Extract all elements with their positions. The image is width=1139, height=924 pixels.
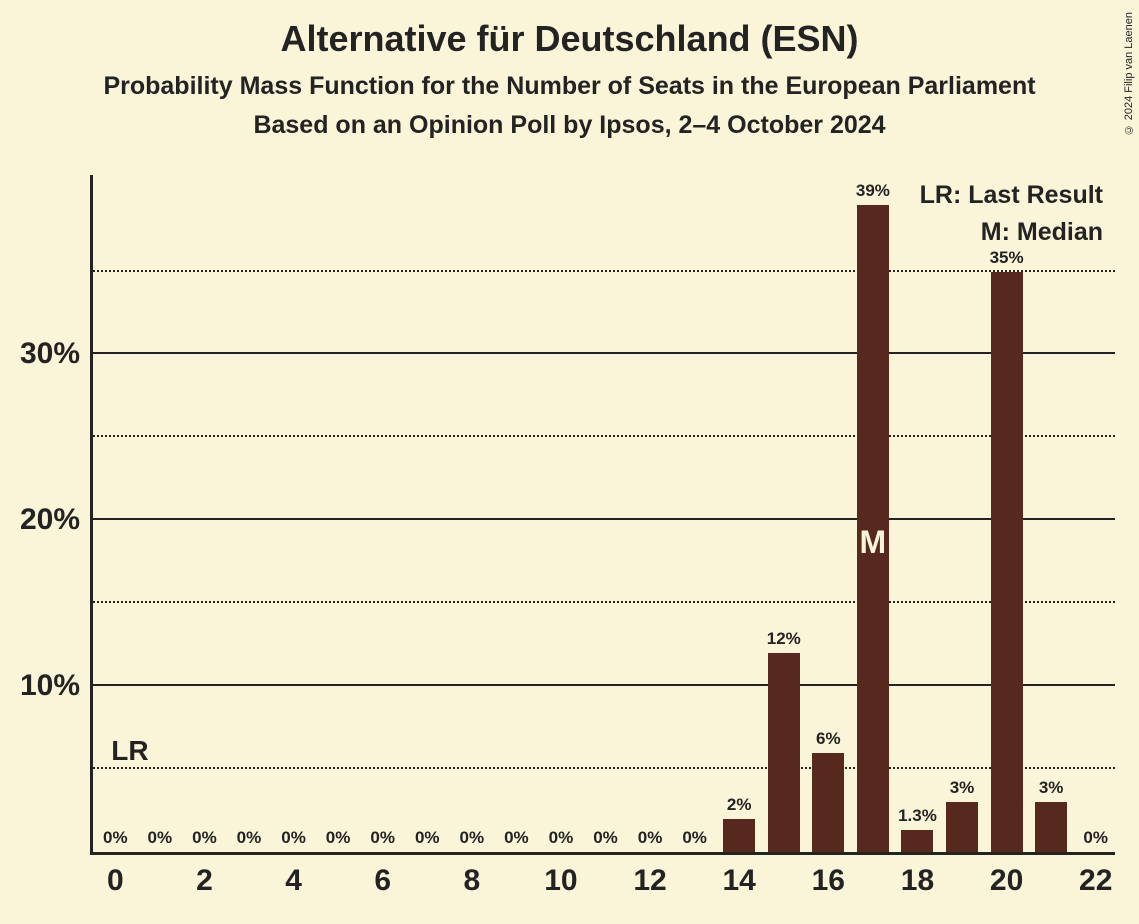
y-tick-label: 30%: [0, 337, 80, 371]
copyright-text: © 2024 Filip van Laenen: [1123, 12, 1135, 135]
bar-slot: 0%: [360, 175, 405, 852]
x-tick-label: 14: [695, 864, 783, 898]
median-marker: M: [851, 524, 896, 561]
bar-slot: 1.3%: [895, 175, 940, 852]
bar-value-label: 0%: [93, 828, 138, 848]
bar-slot: M 39%: [851, 175, 896, 852]
bar-value-label: 2%: [717, 795, 762, 815]
bar-value-label: 0%: [360, 828, 405, 848]
bar: [901, 830, 933, 852]
x-tick-label: 18: [873, 864, 961, 898]
x-tick-label: 22: [1052, 864, 1139, 898]
bar-slot: 0%: [672, 175, 717, 852]
x-tick-label: 12: [606, 864, 694, 898]
bar-slot: 0%: [494, 175, 539, 852]
x-tick-label: 0: [71, 864, 159, 898]
bar-value-label: 0%: [628, 828, 673, 848]
chart-subtitle-2: Based on an Opinion Poll by Ipsos, 2–4 O…: [0, 111, 1139, 140]
x-tick-label: 6: [339, 864, 427, 898]
bar-slot: 0%: [316, 175, 361, 852]
bar-slot: 35%: [984, 175, 1029, 852]
bar-value-label: 0%: [583, 828, 628, 848]
x-tick-label: 8: [428, 864, 516, 898]
bar-value-label: 0%: [672, 828, 717, 848]
bar-value-label: 0%: [405, 828, 450, 848]
plot-region: LR: Last Result M: Median 10%20%30%0%0%0…: [90, 175, 1115, 855]
bar-value-label: 0%: [450, 828, 495, 848]
bar-value-label: 0%: [138, 828, 183, 848]
bar-value-label: 0%: [539, 828, 584, 848]
bar-value-label: 0%: [227, 828, 272, 848]
bar: [812, 753, 844, 853]
bar: [1035, 802, 1067, 852]
x-tick-label: 2: [160, 864, 248, 898]
bar-value-label: 6%: [806, 729, 851, 749]
x-tick-label: 4: [250, 864, 338, 898]
bar-slot: 0%: [227, 175, 272, 852]
bar-slot: 0%: [271, 175, 316, 852]
bar-slot: 6%: [806, 175, 851, 852]
bar-value-label: 35%: [984, 248, 1029, 268]
bar-slot: 0%: [182, 175, 227, 852]
bar-value-label: 12%: [761, 629, 806, 649]
chart-area: LR: Last Result M: Median 10%20%30%0%0%0…: [90, 175, 1115, 855]
bar-value-label: 3%: [1029, 778, 1074, 798]
bar-value-label: 0%: [316, 828, 361, 848]
bar-slot: 0%: [1073, 175, 1118, 852]
bar-slot: 3%: [1029, 175, 1074, 852]
bar-slot: 0%: [450, 175, 495, 852]
bar-value-label: 1.3%: [895, 806, 940, 826]
bar: [723, 819, 755, 852]
title-block: Alternative für Deutschland (ESN) Probab…: [0, 0, 1139, 140]
bar-slot: 0%: [628, 175, 673, 852]
bar-slot: 2%: [717, 175, 762, 852]
bar-slot: 12%: [761, 175, 806, 852]
bar-value-label: 0%: [271, 828, 316, 848]
bar-value-label: 0%: [182, 828, 227, 848]
chart-subtitle-1: Probability Mass Function for the Number…: [0, 72, 1139, 101]
x-tick-label: 10: [517, 864, 605, 898]
bar-value-label: 0%: [494, 828, 539, 848]
bar: [991, 272, 1023, 852]
bar-slot: 0%: [405, 175, 450, 852]
x-tick-label: 20: [963, 864, 1051, 898]
bar-value-label: 0%: [1073, 828, 1118, 848]
y-tick-label: 10%: [0, 669, 80, 703]
bar-value-label: 3%: [940, 778, 985, 798]
chart-title: Alternative für Deutschland (ESN): [0, 18, 1139, 60]
bar: [768, 653, 800, 852]
y-tick-label: 20%: [0, 503, 80, 537]
x-tick-label: 16: [784, 864, 872, 898]
bar: [946, 802, 978, 852]
last-result-marker: LR: [111, 735, 148, 767]
bar-slot: 0%: [539, 175, 584, 852]
bar-slot: 3%: [940, 175, 985, 852]
bar-value-label: 39%: [851, 181, 896, 201]
bar-slot: 0%: [583, 175, 628, 852]
